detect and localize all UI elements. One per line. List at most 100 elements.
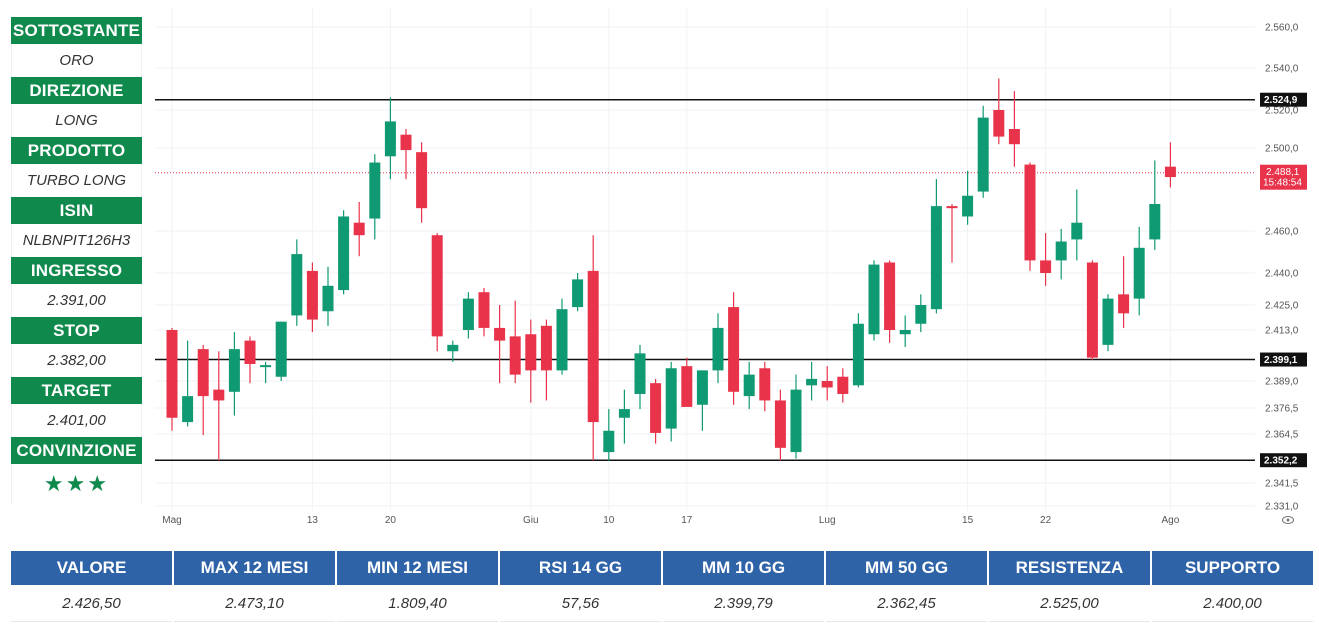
candle	[291, 239, 303, 326]
candle-body	[213, 389, 225, 401]
candle	[275, 321, 287, 381]
target-label: TARGET	[11, 377, 142, 404]
stat-header-valore: VALORE	[11, 551, 172, 585]
chart-settings-icon[interactable]	[1282, 516, 1294, 524]
candle-body	[384, 121, 396, 157]
candle	[478, 287, 490, 337]
candle-body	[930, 206, 942, 310]
candle-body	[712, 327, 724, 371]
y-tick-label: 2.500,0	[1265, 144, 1299, 155]
candle	[447, 340, 459, 362]
candle	[197, 344, 209, 436]
candle	[962, 170, 974, 225]
y-tick-label: 2.364,5	[1265, 430, 1299, 441]
stat-header-mm10: MM 10 GG	[663, 551, 824, 585]
candle-body	[790, 389, 802, 453]
candle	[572, 273, 584, 312]
y-tick-label: 2.376,5	[1265, 404, 1299, 415]
stat-value-valore: 2.426,50	[11, 585, 172, 622]
x-tick-label: 17	[681, 515, 693, 526]
candle-body	[696, 370, 708, 405]
entry-label: INGRESSO	[11, 257, 142, 284]
candle	[868, 260, 880, 341]
x-tick-label: Mag	[162, 515, 181, 526]
candle	[790, 374, 802, 459]
y-tick-label: 2.413,0	[1265, 326, 1299, 337]
candle	[1102, 294, 1114, 352]
stats-value-row: 2.426,50 2.473,10 1.809,40 57,56 2.399,7…	[11, 585, 1315, 622]
candle	[899, 315, 911, 347]
stat-header-min: MIN 12 MESI	[337, 551, 498, 585]
stats-header-row: VALORE MAX 12 MESI MIN 12 MESI RSI 14 GG…	[11, 551, 1315, 585]
last-price-label: 2.488,1	[1266, 167, 1300, 178]
isin-value: NLBNPIT126H3	[11, 224, 142, 257]
candle-body	[166, 330, 178, 418]
candle	[322, 266, 334, 326]
candle	[338, 210, 350, 295]
icon-pupil	[1286, 518, 1290, 522]
info-panel: SOTTOSTANTE ORO DIREZIONE LONG PRODOTTO …	[11, 17, 142, 504]
candle	[603, 409, 615, 461]
candle	[369, 154, 381, 240]
icon-outline	[1282, 516, 1294, 524]
stat-value-rsi: 57,56	[500, 585, 661, 622]
candle	[774, 389, 786, 461]
candle-body	[1086, 262, 1098, 358]
conviction-label: CONVINZIONE	[11, 437, 142, 464]
candle-body	[962, 195, 974, 217]
candle-body	[915, 305, 927, 324]
candle-body	[634, 353, 646, 394]
price-chart[interactable]: 2.560,0 2.540,0 2.520,0 2.500,0 2.460,0 2.440…	[155, 8, 1315, 538]
target-value: 2.401,00	[11, 404, 142, 437]
candle-body	[478, 292, 490, 328]
candle	[821, 366, 833, 401]
candle-body	[447, 344, 459, 352]
candle-body	[993, 110, 1005, 137]
candle-body	[1040, 260, 1052, 273]
candle-body	[806, 378, 818, 386]
candle	[556, 298, 568, 375]
stat-header-supporto: SUPPORTO	[1152, 551, 1313, 585]
candle-body	[587, 270, 599, 423]
candle	[915, 294, 927, 333]
stat-value-mm10: 2.399,79	[663, 585, 824, 622]
stats-table: VALORE MAX 12 MESI MIN 12 MESI RSI 14 GG…	[11, 551, 1315, 622]
candle-body	[509, 336, 521, 375]
candle-body	[353, 222, 365, 236]
stop-label: STOP	[11, 317, 142, 344]
candle	[306, 262, 318, 333]
candle	[213, 351, 225, 461]
candle	[665, 361, 677, 442]
stat-value-resistenza: 2.525,00	[989, 585, 1150, 622]
candle	[681, 357, 693, 407]
level-label-box	[1260, 352, 1307, 367]
candle-body	[338, 216, 350, 291]
candle-body	[540, 325, 552, 371]
y-tick-label: 2.425,0	[1265, 301, 1299, 312]
candle	[462, 292, 474, 339]
x-tick-label: 22	[1040, 515, 1052, 526]
candle-body	[182, 396, 194, 423]
x-tick-label: Lug	[819, 515, 836, 526]
x-tick-label: 20	[385, 515, 397, 526]
y-tick-label: 2.560,0	[1265, 23, 1299, 34]
stat-value-min: 1.809,40	[337, 585, 498, 622]
stat-value-max: 2.473,10	[174, 585, 335, 622]
product-label: PRODOTTO	[11, 137, 142, 164]
last-price-box	[1260, 164, 1307, 190]
candle	[806, 361, 818, 401]
candle-body	[743, 374, 755, 397]
candle-body	[618, 409, 630, 418]
candle	[1024, 162, 1036, 271]
candle-body	[228, 349, 240, 392]
stat-header-max: MAX 12 MESI	[174, 551, 335, 585]
level-label: 2.524,9	[1264, 95, 1298, 106]
candle-body	[494, 327, 506, 341]
stat-header-rsi: RSI 14 GG	[500, 551, 661, 585]
candle-body	[884, 262, 896, 330]
candle-body	[291, 254, 303, 316]
candle	[1008, 91, 1020, 167]
candle-body	[665, 368, 677, 429]
candle	[1086, 260, 1098, 360]
y-tick-label: 2.460,0	[1265, 227, 1299, 238]
